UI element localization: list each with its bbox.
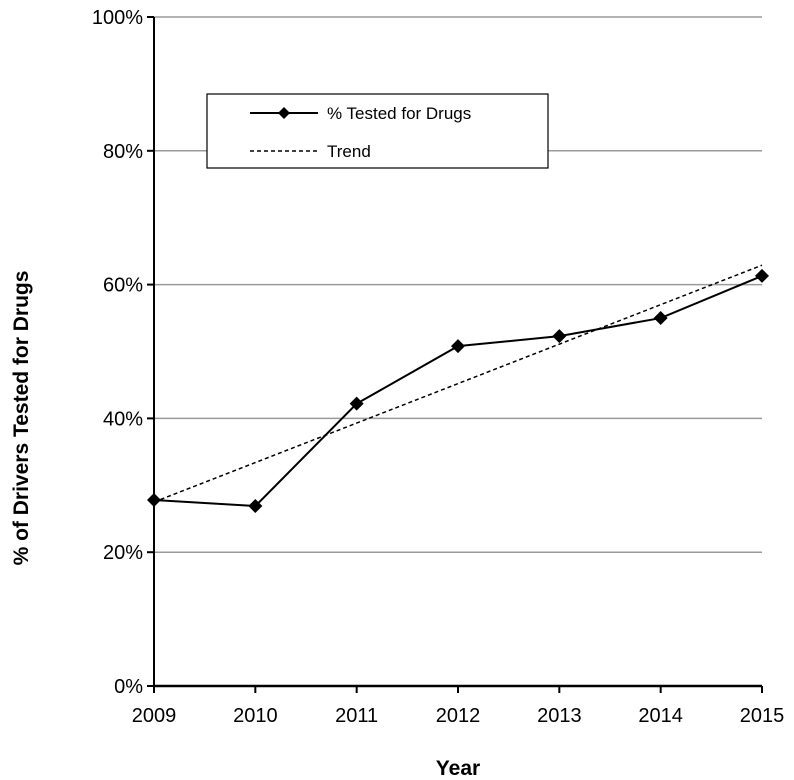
x-axis-title: Year (436, 757, 480, 780)
legend-label-trend: Trend (327, 142, 371, 161)
y-tick-label: 40% (103, 408, 143, 430)
data-point (552, 329, 567, 344)
x-tick-label: 2013 (537, 705, 582, 727)
y-tick-label: 0% (114, 676, 143, 698)
legend: % Tested for Drugs Trend (206, 93, 549, 169)
y-tick-label: 60% (103, 275, 143, 297)
x-tick-label: 2011 (335, 705, 378, 727)
x-tick-label: 2014 (638, 705, 683, 727)
x-tick-label: 2009 (132, 705, 177, 727)
data-point (755, 268, 769, 283)
y-tick-label: 20% (103, 542, 143, 564)
ticks: 0% 20% 40% 60% 80% 100% 2009 2010 2011 2012 2013 20… (92, 7, 784, 727)
data-point (653, 311, 668, 326)
data-point (248, 499, 263, 514)
y-tick-label: 80% (103, 141, 143, 163)
x-tick-label: 2015 (740, 705, 785, 727)
legend-label-series: % Tested for Drugs (327, 104, 471, 123)
trend-line (153, 264, 763, 503)
data-point (147, 493, 161, 508)
y-tick-label: 100% (92, 7, 143, 29)
series-layer (147, 264, 769, 514)
x-tick-label: 2010 (233, 705, 278, 727)
series-line (153, 274, 763, 508)
legend-box (206, 93, 549, 169)
data-point (451, 339, 465, 354)
x-tick-label: 2012 (436, 705, 481, 727)
y-axis-title: % of Drivers Tested for Drugs (10, 271, 33, 566)
legend-marker-series (278, 107, 290, 119)
data-point (349, 396, 364, 411)
